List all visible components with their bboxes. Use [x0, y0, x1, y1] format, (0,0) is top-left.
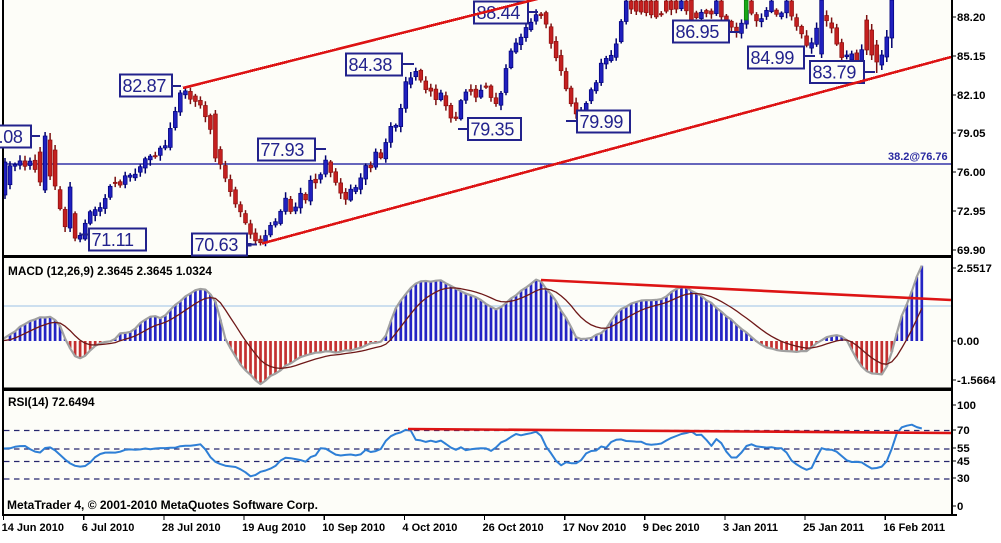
- svg-text:77.93: 77.93: [261, 140, 305, 160]
- svg-text:79.99: 79.99: [580, 112, 624, 132]
- svg-text:76.00: 76.00: [957, 167, 986, 179]
- svg-text:25 Jan 2011: 25 Jan 2011: [803, 522, 864, 534]
- svg-text:0.00: 0.00: [957, 336, 979, 348]
- svg-text:26 Oct 2010: 26 Oct 2010: [483, 522, 544, 534]
- svg-text:38.2@76.76: 38.2@76.76: [888, 151, 948, 163]
- svg-text:70: 70: [957, 425, 970, 437]
- svg-text:82.87: 82.87: [123, 76, 167, 96]
- svg-text:55: 55: [957, 443, 970, 455]
- svg-text:MetaTrader 4, © 2001-2010 Meta: MetaTrader 4, © 2001-2010 MetaQuotes Sof…: [7, 498, 318, 512]
- svg-text:100: 100: [957, 400, 976, 412]
- svg-text:4 Oct 2010: 4 Oct 2010: [402, 522, 457, 534]
- svg-text:9 Dec 2010: 9 Dec 2010: [643, 522, 700, 534]
- svg-text:30: 30: [957, 473, 970, 485]
- svg-text:79.05: 79.05: [957, 128, 986, 140]
- svg-text:0: 0: [957, 501, 963, 513]
- svg-text:RSI(14) 72.6494: RSI(14) 72.6494: [8, 395, 95, 409]
- svg-text:85.15: 85.15: [957, 51, 986, 63]
- svg-text:71.11: 71.11: [92, 230, 134, 250]
- svg-text:84.99: 84.99: [751, 48, 795, 68]
- svg-text:16 Feb 2011: 16 Feb 2011: [883, 522, 945, 534]
- svg-text:MACD (12,26,9) 2.3645 2.3645 1: MACD (12,26,9) 2.3645 2.3645 1.0324: [8, 264, 212, 278]
- svg-text:84.38: 84.38: [349, 55, 393, 75]
- svg-text:-1.5664: -1.5664: [957, 375, 996, 387]
- svg-text:45: 45: [957, 456, 970, 468]
- svg-text:14 Jun 2010: 14 Jun 2010: [2, 522, 64, 534]
- svg-text:28 Jul 2010: 28 Jul 2010: [162, 522, 221, 534]
- svg-text:72.95: 72.95: [957, 206, 986, 218]
- svg-text:19 Aug 2010: 19 Aug 2010: [242, 522, 306, 534]
- svg-text:83.79: 83.79: [813, 63, 857, 83]
- svg-text:69.90: 69.90: [957, 245, 986, 257]
- svg-text:.08: .08: [0, 127, 23, 147]
- svg-text:88.20: 88.20: [957, 12, 986, 24]
- svg-text:88.44: 88.44: [477, 3, 521, 23]
- svg-text:79.35: 79.35: [471, 120, 515, 140]
- svg-text:2.5517: 2.5517: [957, 263, 992, 275]
- svg-text:86.95: 86.95: [676, 22, 720, 42]
- svg-text:82.10: 82.10: [957, 90, 986, 102]
- svg-text:17 Nov 2010: 17 Nov 2010: [563, 522, 627, 534]
- svg-text:3 Jan 2011: 3 Jan 2011: [723, 522, 778, 534]
- svg-text:6 Jul 2010: 6 Jul 2010: [82, 522, 135, 534]
- svg-text:10 Sep 2010: 10 Sep 2010: [322, 522, 385, 534]
- svg-text:70.63: 70.63: [195, 235, 239, 255]
